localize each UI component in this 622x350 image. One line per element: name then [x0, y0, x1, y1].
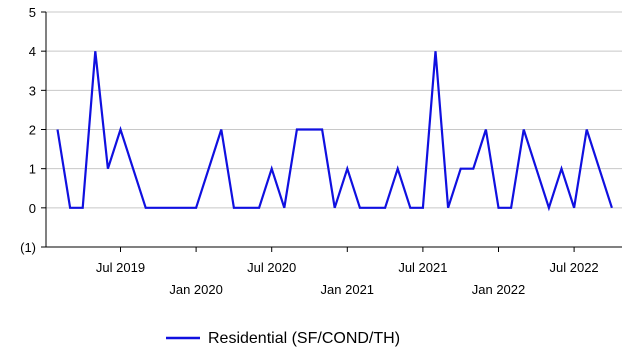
series-lines [56, 51, 613, 212]
x-tick-label: Jul 2019 [96, 260, 145, 275]
y-tick-label: 5 [29, 5, 36, 20]
x-tick-label: Jul 2021 [398, 260, 447, 275]
x-tick-label: Jan 2021 [321, 282, 375, 297]
grid-lines [46, 11, 622, 209]
y-tick-label: 2 [29, 123, 36, 138]
y-tick-label: 0 [29, 201, 36, 216]
y-tick-label: (1) [20, 240, 36, 255]
x-tick-label: Jul 2022 [550, 260, 599, 275]
y-tick-labels: (1) 0 1 2 3 4 5 [20, 5, 36, 255]
x-tick-labels: Jul 2019 Jul 2020 Jul 2021 Jul 2022 Jan 2020… [96, 260, 599, 297]
y-tick-label: 3 [29, 83, 36, 98]
axes [41, 11, 622, 252]
x-tick-label: Jul 2020 [247, 260, 296, 275]
x-tick-label: Jan 2022 [472, 282, 526, 297]
x-tick-label: Jan 2020 [169, 282, 223, 297]
legend: Residential (SF/COND/TH) [166, 330, 400, 347]
y-tick-label: 1 [29, 162, 36, 177]
y-tick-label: 4 [29, 44, 36, 59]
legend-label: Residential (SF/COND/TH) [208, 330, 400, 347]
